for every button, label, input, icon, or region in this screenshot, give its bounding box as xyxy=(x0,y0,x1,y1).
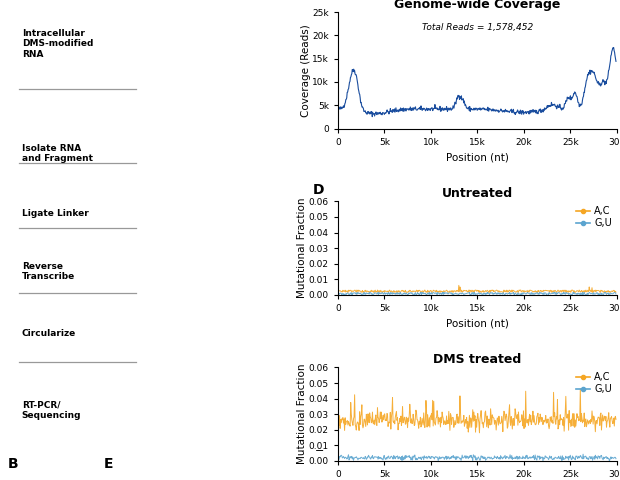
Text: RT-PCR/
Sequencing: RT-PCR/ Sequencing xyxy=(22,401,81,420)
Text: D: D xyxy=(313,183,325,197)
Y-axis label: Mutational Fraction: Mutational Fraction xyxy=(298,198,308,298)
Text: E: E xyxy=(104,457,113,471)
Title: DMS treated: DMS treated xyxy=(433,353,521,366)
Text: Intracellular
DMS-modified
RNA: Intracellular DMS-modified RNA xyxy=(22,29,93,59)
Legend: A,C, G,U: A,C, G,U xyxy=(576,372,612,394)
Title: Untreated: Untreated xyxy=(442,187,513,200)
X-axis label: Position (nt): Position (nt) xyxy=(446,152,509,162)
Y-axis label: Coverage (Reads): Coverage (Reads) xyxy=(301,24,311,117)
Text: Ligate Linker: Ligate Linker xyxy=(22,209,89,218)
X-axis label: Position (nt): Position (nt) xyxy=(446,318,509,328)
Text: Circularize: Circularize xyxy=(22,329,76,338)
Y-axis label: Mutational Fraction: Mutational Fraction xyxy=(298,364,308,464)
Text: Total Reads = 1,578,452: Total Reads = 1,578,452 xyxy=(422,23,533,32)
Title: Genome-wide Coverage: Genome-wide Coverage xyxy=(394,0,560,11)
Text: Reverse
Transcribe: Reverse Transcribe xyxy=(22,262,75,281)
Legend: A,C, G,U: A,C, G,U xyxy=(576,206,612,228)
Text: Isolate RNA
and Fragment: Isolate RNA and Fragment xyxy=(22,144,93,163)
Text: −: − xyxy=(315,445,324,456)
Text: B: B xyxy=(7,457,19,471)
